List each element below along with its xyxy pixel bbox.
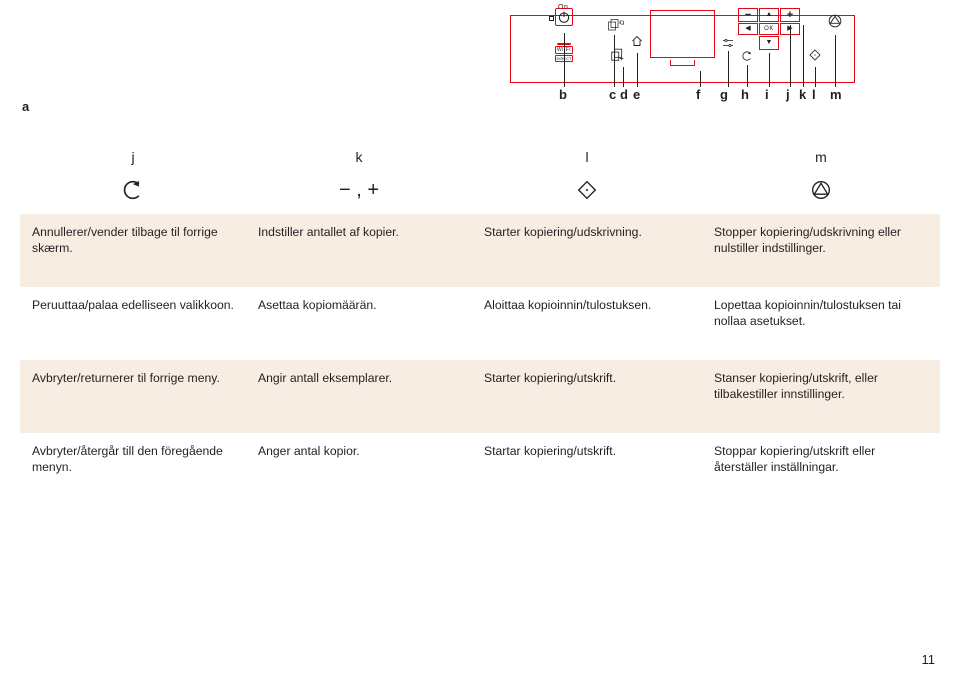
- table-cell: Peruuttaa/palaa edelliseen valikkoon.: [20, 287, 246, 360]
- minus-button: −: [738, 8, 758, 22]
- table-cell: Asettaa kopiomäärän.: [246, 287, 472, 360]
- ok-button: OK: [759, 23, 779, 35]
- copy-plus-icon: [610, 48, 624, 62]
- table-cell: Stanser kopiering/utskrift, eller tilbak…: [702, 360, 940, 433]
- letter-i: i: [765, 87, 769, 102]
- letter-k: k: [799, 87, 806, 102]
- letter-m: m: [830, 87, 842, 102]
- right-button: ▶: [780, 23, 800, 35]
- down-button: ▼: [759, 36, 779, 50]
- table-row: Peruuttaa/palaa edelliseen valikkoon.Ase…: [20, 287, 940, 360]
- copy-icon: /: [608, 18, 624, 30]
- stop-icon: [828, 14, 842, 28]
- col-header-l: l: [472, 135, 702, 179]
- table-cell: Aloittaa kopioinnin/tulostuksen.: [472, 287, 702, 360]
- col-icon-l: [472, 175, 702, 205]
- letter-l: l: [812, 87, 816, 102]
- settings-icon: [722, 35, 734, 45]
- table-row: Avbryter/returnerer til forrige meny.Ang…: [20, 360, 940, 433]
- table-row: Annullerer/vender tilbage til forrige sk…: [20, 214, 940, 287]
- wifi-label: Wi Fi: [555, 46, 573, 54]
- plus-button: +: [780, 8, 800, 22]
- letter-e: e: [633, 87, 640, 102]
- table-cell: Anger antal kopior.: [246, 433, 472, 506]
- table-row: Avbryter/återgår till den föregående men…: [20, 433, 940, 506]
- letter-f: f: [696, 87, 700, 102]
- letter-j: j: [786, 87, 790, 102]
- col-icon-j: [20, 175, 246, 205]
- col-header-j: j: [20, 135, 246, 179]
- up-button: ▲: [759, 8, 779, 22]
- col-icon-m: [702, 175, 940, 205]
- page-number: 11: [922, 652, 936, 667]
- table-cell: Startar kopiering/utskrift.: [472, 433, 702, 506]
- letter-h: h: [741, 87, 749, 102]
- letter-b: b: [559, 87, 567, 102]
- table-cell: Angir antall eksemplarer.: [246, 360, 472, 433]
- table-cell: Stoppar kopiering/utskrift eller återstä…: [702, 433, 940, 506]
- letter-a: a: [22, 99, 29, 114]
- wifi-direct-label: DIRECT: [555, 55, 574, 62]
- left-button: ◀: [738, 23, 758, 35]
- table-cell: Indstiller antallet af kopier.: [246, 214, 472, 287]
- letter-g: g: [720, 87, 728, 102]
- wifi-icon: Wi Fi DIRECT: [552, 42, 576, 62]
- table-cell: Starter kopiering/utskrift.: [472, 360, 702, 433]
- table-cell: Avbryter/returnerer til forrige meny.: [20, 360, 246, 433]
- start-diamond-icon: [809, 48, 821, 60]
- table-cell: Stopper kopiering/udskrivning eller nuls…: [702, 214, 940, 287]
- home-icon: [631, 34, 643, 46]
- letter-c: c: [609, 87, 616, 102]
- table-cell: Starter kopiering/udskrivning.: [472, 214, 702, 287]
- table-cell: Lopettaa kopioinnin/tulostuksen tai noll…: [702, 287, 940, 360]
- col-icon-k: − , +: [246, 175, 472, 205]
- display-tab: [670, 60, 695, 66]
- table-cell: Annullerer/vender tilbage til forrige sk…: [20, 214, 246, 287]
- col-header-k: k: [246, 135, 472, 179]
- column-header-row: j k l m: [20, 135, 940, 179]
- display-screen: [650, 10, 715, 58]
- power-icon: [555, 8, 573, 26]
- col-header-m: m: [702, 135, 940, 179]
- letter-d: d: [620, 87, 628, 102]
- description-table: Annullerer/vender tilbage til forrige sk…: [20, 214, 940, 506]
- table-cell: Avbryter/återgår till den föregående men…: [20, 433, 246, 506]
- panel-letter-row: b cde f gh i jklm: [510, 87, 855, 109]
- column-icon-row: − , +: [20, 175, 940, 205]
- dpad: − ▲ + ◀ OK ▶ ▼: [738, 8, 800, 50]
